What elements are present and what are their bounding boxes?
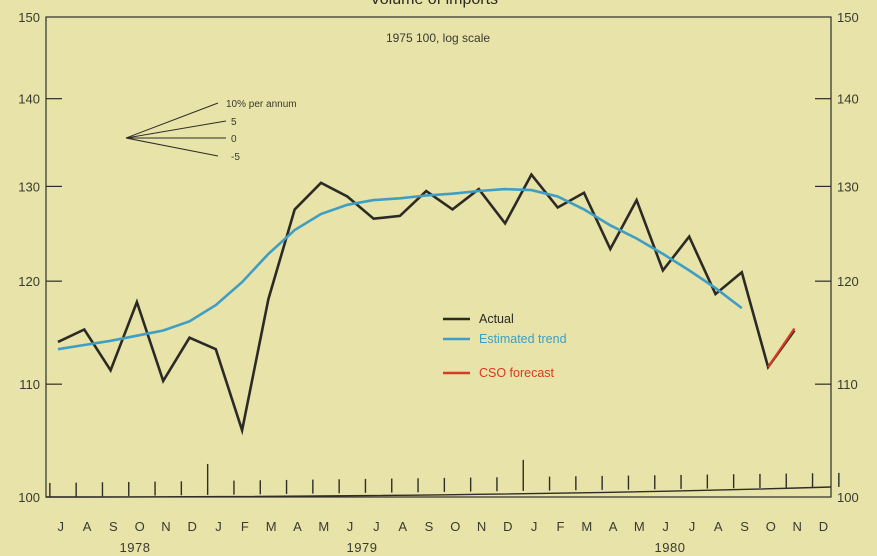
growth-rate-label: 5: [231, 117, 237, 128]
month-label: S: [425, 519, 434, 534]
axes: 100 100 110 110 120 120 130 130 140 140 150 150 J A S O…: [18, 10, 858, 555]
month-label: J: [373, 519, 380, 534]
y-tick-label-left: 110: [19, 377, 40, 392]
legend-label: Actual: [479, 312, 514, 326]
y-tick-label-right: 110: [837, 377, 858, 392]
month-label: D: [188, 519, 198, 534]
legend-label: Estimated trend: [479, 332, 567, 346]
month-label: N: [161, 519, 171, 534]
legend-label: CSO forecast: [479, 366, 555, 380]
growth-rate-line: [125, 137, 219, 157]
y-tick-label-left: 100: [18, 490, 40, 505]
series-cso-forecast-line: [767, 327, 796, 368]
y-tick-label-right: 140: [837, 92, 859, 107]
growth-rate-line: [125, 120, 227, 139]
month-label: J: [662, 519, 669, 534]
month-label: D: [819, 519, 829, 534]
y-tick-label-left: 120: [18, 274, 40, 289]
growth-rate-label: 10% per annum: [226, 99, 297, 110]
month-label: J: [689, 519, 696, 534]
series-actual-line: [57, 172, 796, 436]
month-label: J: [58, 519, 65, 534]
month-label: A: [398, 519, 407, 534]
month-label: A: [83, 519, 92, 534]
series-layer: [57, 172, 796, 436]
y-tick-label-left: 150: [18, 10, 40, 25]
growth-rate-label: 0: [231, 134, 237, 145]
month-label: N: [792, 519, 802, 534]
legend: Actual Estimated trend CSO forecast: [443, 312, 567, 380]
x-axis-baseline: [45, 486, 832, 498]
month-label: A: [293, 519, 302, 534]
series-estimated-trend-line: [57, 187, 743, 351]
growth-rate-label: -5: [231, 152, 240, 163]
y-tick-label-right: 130: [837, 179, 859, 194]
month-label: M: [634, 519, 645, 534]
month-label: M: [581, 519, 592, 534]
month-label: S: [740, 519, 749, 534]
y-tick-label-right: 100: [837, 490, 859, 505]
growth-rate-diagram: 10% per annum 5 0 -5: [125, 99, 297, 163]
month-label: J: [215, 519, 222, 534]
month-label: O: [766, 519, 777, 534]
year-label: 1979: [347, 540, 378, 555]
y-tick-label-right: 150: [837, 10, 859, 25]
month-label: J: [531, 519, 538, 534]
growth-rate-line: [125, 102, 219, 139]
month-label: A: [609, 519, 618, 534]
y-tick-label-left: 130: [18, 179, 40, 194]
chart-subtitle: 1975 100, log scale: [386, 31, 490, 45]
year-label: 1978: [120, 540, 151, 555]
y-tick-label-right: 120: [837, 274, 859, 289]
month-label: M: [318, 519, 329, 534]
year-label: 1980: [655, 540, 686, 555]
month-label: D: [503, 519, 513, 534]
plot-frame: [45, 16, 832, 498]
month-label: S: [109, 519, 118, 534]
month-label: F: [241, 519, 249, 534]
month-label: O: [135, 519, 146, 534]
month-label: A: [714, 519, 723, 534]
y-tick-label-left: 140: [18, 92, 40, 107]
month-label: M: [266, 519, 277, 534]
month-label: N: [477, 519, 487, 534]
month-label: J: [347, 519, 354, 534]
month-label: F: [556, 519, 564, 534]
chart-title: Volume of imports: [370, 0, 498, 8]
month-label: O: [450, 519, 461, 534]
